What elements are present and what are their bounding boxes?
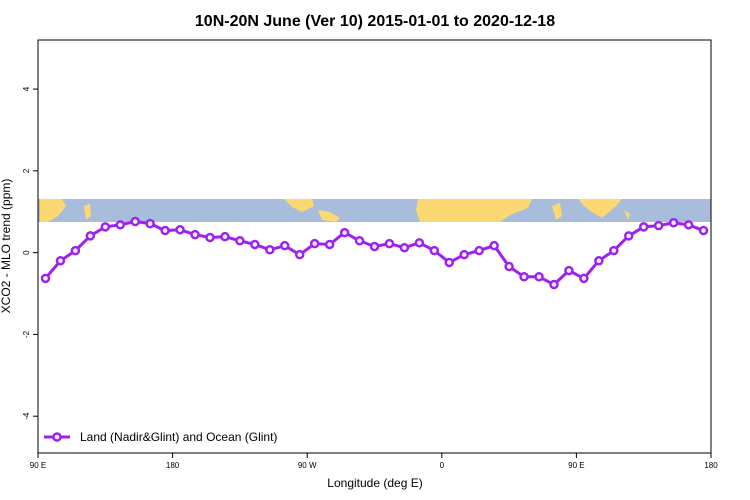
data-point xyxy=(40,273,51,284)
x-tick-label: 0 xyxy=(440,461,445,470)
data-point xyxy=(85,231,96,241)
data-point xyxy=(130,216,140,227)
data-point xyxy=(444,257,455,268)
data-point xyxy=(549,279,559,290)
data-point xyxy=(474,245,484,256)
x-axis-label: Longitude (deg E) xyxy=(327,476,422,490)
data-point xyxy=(609,245,619,256)
data-point xyxy=(100,222,111,232)
data-point xyxy=(115,220,126,230)
data-point xyxy=(369,241,380,252)
data-point xyxy=(294,249,305,260)
data-point xyxy=(205,232,215,243)
plot-frame xyxy=(37,39,712,454)
data-point xyxy=(564,265,574,276)
data-point xyxy=(175,224,185,235)
data-point xyxy=(235,236,245,246)
series-line xyxy=(44,220,705,287)
data-point xyxy=(160,225,170,236)
data-point xyxy=(220,231,230,242)
y-tick-label: -2 xyxy=(22,330,31,338)
x-tick-label: 180 xyxy=(704,461,718,470)
data-point xyxy=(489,240,499,251)
x-tick-label: 90 E xyxy=(568,461,584,470)
data-point xyxy=(534,272,544,282)
data-point xyxy=(324,239,335,250)
data-point xyxy=(519,272,529,282)
data-point xyxy=(414,238,425,248)
data-point xyxy=(145,218,155,229)
map-strip xyxy=(38,199,711,222)
data-point xyxy=(280,240,290,251)
legend-label: Land (Nadir&Glint) and Ocean (Glint) xyxy=(80,430,277,444)
y-tick-label: 2 xyxy=(22,168,31,173)
data-point xyxy=(653,220,664,231)
data-point xyxy=(354,236,365,246)
data-point xyxy=(399,242,410,253)
x-tick-label: 90 E xyxy=(30,461,46,470)
data-point xyxy=(638,222,649,232)
data-point xyxy=(623,231,634,241)
legend-marker xyxy=(52,432,62,442)
y-tick-label: 0 xyxy=(22,250,31,255)
y-tick-label: 4 xyxy=(22,86,31,91)
data-point xyxy=(579,273,589,284)
data-point xyxy=(504,261,514,272)
data-point xyxy=(339,227,350,238)
data-point xyxy=(250,239,260,250)
data-point xyxy=(384,238,395,249)
data-point xyxy=(429,245,440,256)
data-point xyxy=(668,218,679,228)
data-point xyxy=(309,238,320,249)
data-point xyxy=(698,225,709,236)
data-point xyxy=(265,245,275,255)
chart-title: 10N-20N June (Ver 10) 2015-01-01 to 2020… xyxy=(195,13,555,30)
data-point xyxy=(55,256,66,266)
y-axis-label: XCO2 - MLO trend (ppm) xyxy=(0,179,13,314)
data-point xyxy=(683,220,694,230)
data-point xyxy=(190,229,200,240)
y-tick-label: -4 xyxy=(22,412,31,420)
data-point xyxy=(70,245,81,256)
x-tick-label: 180 xyxy=(166,461,180,470)
data-point xyxy=(459,249,469,260)
data-point xyxy=(594,256,604,266)
x-tick-label: 90 W xyxy=(298,461,317,470)
